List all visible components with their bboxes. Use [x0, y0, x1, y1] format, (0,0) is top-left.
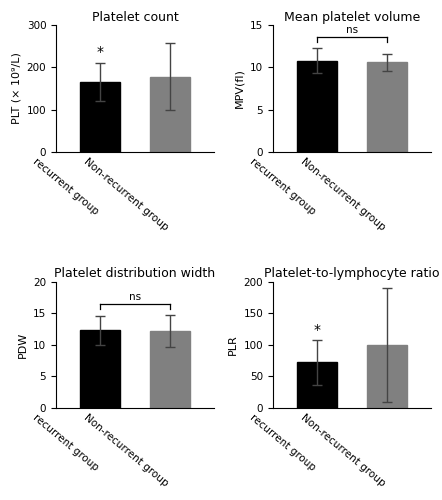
Y-axis label: PLT (× 10⁹/L): PLT (× 10⁹/L)	[11, 52, 21, 125]
Bar	[150, 76, 190, 152]
Text: *: *	[96, 46, 103, 60]
Bar	[80, 82, 120, 152]
Y-axis label: MPV(fl): MPV(fl)	[234, 68, 244, 108]
Text: ns: ns	[129, 292, 141, 302]
Title: Platelet-to-lymphocyte ratio: Platelet-to-lymphocyte ratio	[264, 268, 440, 280]
Bar	[367, 344, 407, 408]
Title: Mean platelet volume: Mean platelet volume	[284, 11, 420, 24]
Bar	[80, 330, 120, 408]
Y-axis label: PLR: PLR	[228, 334, 238, 355]
Bar	[367, 62, 407, 152]
Bar	[150, 331, 190, 408]
Bar	[297, 362, 336, 408]
Text: *: *	[313, 322, 320, 336]
Y-axis label: PDW: PDW	[18, 332, 27, 358]
Bar	[297, 60, 336, 152]
Title: Platelet count: Platelet count	[91, 11, 179, 24]
Text: ns: ns	[346, 26, 358, 36]
Title: Platelet distribution width: Platelet distribution width	[54, 268, 216, 280]
